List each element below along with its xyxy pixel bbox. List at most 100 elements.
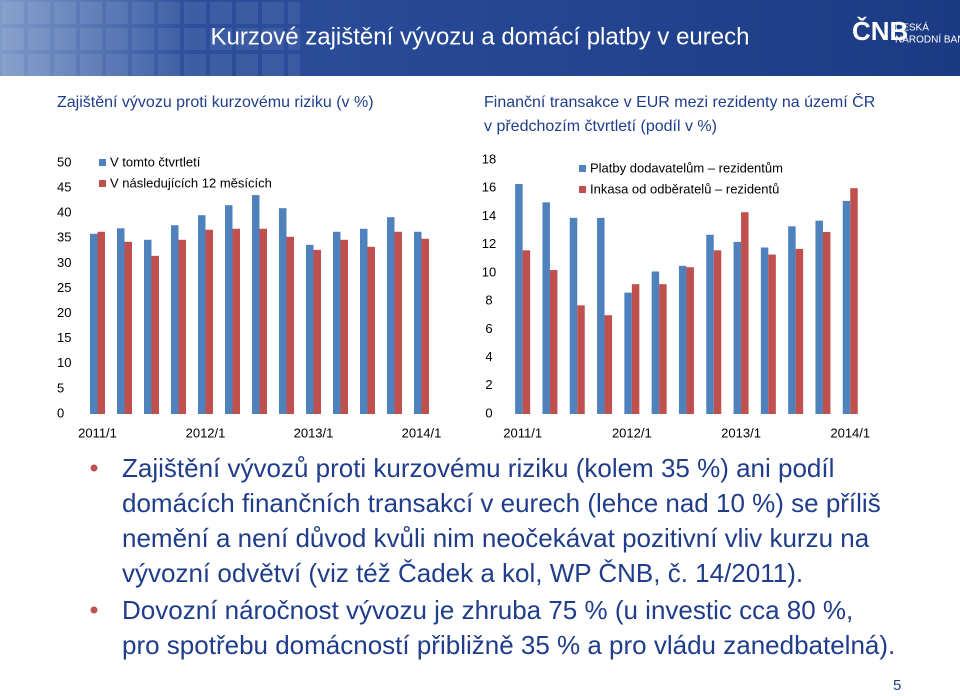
bar <box>569 217 578 414</box>
bullet-text: Zajištění vývozů proti kurzovému riziku … <box>122 453 834 483</box>
bullet-dot <box>90 606 98 614</box>
y-tick-label: 40 <box>57 205 71 220</box>
legend-swatch <box>99 180 106 187</box>
x-tick-label: 2013/1 <box>294 425 334 440</box>
y-tick-label: 35 <box>57 230 71 245</box>
bar <box>205 229 213 414</box>
y-tick-label: 5 <box>57 380 64 395</box>
y-tick-label: 10 <box>482 264 496 279</box>
bar <box>333 231 341 414</box>
y-tick-label: 18 <box>482 151 496 166</box>
bar <box>651 271 660 414</box>
bar <box>604 315 613 414</box>
x-tick-label: 2012/1 <box>612 425 652 440</box>
bar <box>822 231 831 414</box>
bar <box>597 217 605 414</box>
bar <box>97 231 105 414</box>
bar <box>741 212 749 414</box>
bar <box>225 205 233 414</box>
y-tick-label: 4 <box>485 349 492 364</box>
y-tick-label: 50 <box>57 154 71 169</box>
bar <box>678 265 687 414</box>
x-tick-label: 2013/1 <box>721 425 761 440</box>
bar <box>414 231 422 414</box>
bar <box>178 239 186 414</box>
x-tick-label: 2014/1 <box>830 425 870 440</box>
bar <box>421 238 429 414</box>
x-tick-label: 2014/1 <box>402 425 442 440</box>
x-tick-label: 2012/1 <box>186 425 226 440</box>
bullet-text: vývozní odvětví (viz též Čadek a kol, WP… <box>122 558 803 588</box>
bar <box>259 228 267 414</box>
bar <box>279 208 287 414</box>
bar <box>306 244 314 414</box>
y-tick-label: 16 <box>482 180 496 195</box>
bar <box>577 305 585 414</box>
bar <box>252 195 260 414</box>
y-tick-label: 45 <box>57 180 71 195</box>
y-tick-label: 8 <box>485 293 492 308</box>
logo-text: ČESKÁ <box>895 21 929 34</box>
bullet-text: pro spotřebu domácností přibližně 35 % a… <box>122 630 895 660</box>
header-pattern <box>0 0 300 76</box>
logo-text: NÁRODNÍ BANKA <box>895 33 960 46</box>
bullet-text: domácích finančních transakcí v eurech (… <box>122 488 881 518</box>
bar <box>387 217 395 414</box>
y-tick-label: 2 <box>485 377 492 392</box>
bar <box>706 234 714 414</box>
y-tick-label: 15 <box>57 330 71 345</box>
bar <box>144 239 152 414</box>
legend-swatch <box>579 186 586 193</box>
y-tick-label: 12 <box>482 236 496 251</box>
chart-title: v předchozím čtvrtletí (podíl v %) <box>484 118 717 135</box>
bar <box>117 228 125 414</box>
bar <box>733 241 742 414</box>
x-tick-label: 2011/1 <box>503 425 542 440</box>
slide-title: Kurzové zajištění vývozu a domácí platby… <box>211 23 750 50</box>
legend-swatch <box>579 165 586 172</box>
legend-swatch <box>99 159 106 166</box>
bar <box>515 183 523 414</box>
y-tick-label: 6 <box>485 321 492 336</box>
bar <box>313 249 321 414</box>
bar <box>151 255 159 414</box>
bar <box>286 236 294 414</box>
chart-title: Finanční transakce v EUR mezi rezidenty … <box>484 92 875 111</box>
bar <box>171 225 179 414</box>
y-tick-label: 0 <box>485 405 492 420</box>
legend-label: V tomto čtvrtletí <box>110 154 201 169</box>
bar <box>795 248 804 414</box>
bar <box>367 246 375 414</box>
bar <box>631 284 640 414</box>
logo: ČNB <box>852 16 908 46</box>
bullet-text: Dovozní náročnost vývozu je zhruba 75 % … <box>122 595 853 625</box>
bar <box>124 241 132 414</box>
y-tick-label: 14 <box>482 208 496 223</box>
legend-label: V následujících 12 měsících <box>110 175 272 190</box>
bar <box>198 215 206 414</box>
y-tick-label: 20 <box>57 305 71 320</box>
bullet-dot <box>90 464 98 472</box>
bar <box>850 188 858 414</box>
x-tick-label: 2011/1 <box>78 425 117 440</box>
bar <box>686 267 694 414</box>
bar <box>788 226 796 414</box>
bar <box>340 239 348 414</box>
y-tick-label: 0 <box>57 405 64 420</box>
bar <box>542 202 550 414</box>
bar <box>624 292 632 414</box>
bar <box>90 233 98 414</box>
bar <box>768 254 776 414</box>
y-tick-label: 30 <box>57 255 71 270</box>
bar <box>713 250 722 414</box>
legend-label: Inkasa od odběratelů – rezidentů <box>590 181 779 196</box>
bar <box>232 228 240 414</box>
bar <box>842 200 851 414</box>
bar <box>815 220 823 414</box>
bar <box>522 250 531 414</box>
chart-title: Zajištění vývozu proti kurzovému riziku … <box>57 94 374 111</box>
page-number: 5 <box>893 677 901 694</box>
bar <box>760 247 769 414</box>
bullet-text: nemění a není důvod kvůli nim neočekávat… <box>122 523 870 553</box>
